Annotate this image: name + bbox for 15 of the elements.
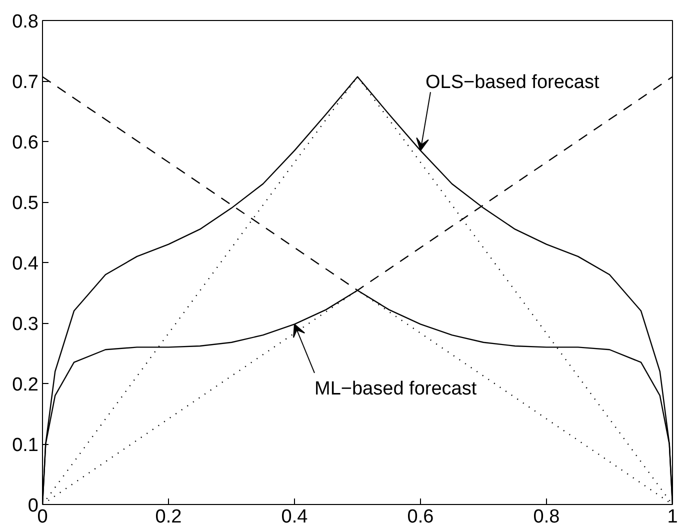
y-tick-label: 0.8 (12, 12, 39, 32)
y-tick-label: 0.5 (12, 193, 39, 214)
x-tick-label: 0.4 (281, 506, 308, 525)
x-tick-label: 1 (667, 506, 678, 525)
x-tick-label: 0.8 (533, 506, 560, 525)
y-tick-label: 0.3 (12, 314, 39, 335)
annotation: ML−based forecast (314, 378, 478, 400)
y-tick-label: 0.4 (12, 254, 39, 274)
y-tick-label: 0.1 (12, 435, 39, 456)
annotation: OLS−based forecast (426, 72, 600, 94)
x-tick-label: 0.2 (155, 506, 182, 525)
x-tick-label: 0.6 (407, 506, 434, 525)
y-tick-label: 0.6 (12, 132, 39, 154)
y-tick-label: 0.2 (12, 374, 39, 396)
y-tick-label: 0.7 (12, 72, 39, 93)
